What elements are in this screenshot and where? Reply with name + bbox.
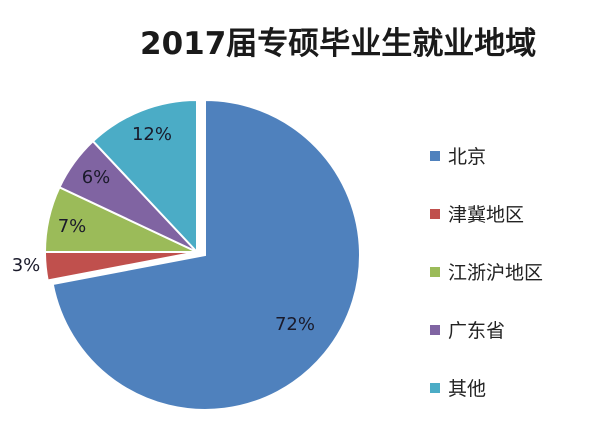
legend-swatch — [430, 266, 440, 277]
legend-swatch — [430, 382, 440, 393]
legend-item: 北京 — [430, 142, 486, 169]
legend-label: 广东省 — [448, 320, 506, 342]
legend-item: 广东省 — [430, 316, 505, 343]
legend-label: 江浙沪地区 — [448, 262, 544, 284]
legend-item: 津冀地区 — [430, 200, 524, 227]
legend-swatch — [430, 208, 440, 219]
legend-swatch — [430, 324, 440, 335]
legend-item: 江浙沪地区 — [430, 258, 543, 285]
data-label: 3% — [12, 255, 41, 276]
pie-slice-1 — [51, 98, 361, 411]
pie-slice-5 — [91, 98, 198, 255]
legend-item: 其他 — [430, 374, 486, 401]
data-label: 7% — [58, 216, 87, 237]
data-label: 12% — [132, 124, 172, 145]
data-label: 72% — [275, 314, 315, 335]
chart-title: 2017届专硕毕业生就业地域 — [140, 26, 537, 62]
legend-label: 其他 — [448, 378, 487, 400]
legend-label: 北京 — [448, 146, 487, 168]
legend-label: 津冀地区 — [448, 204, 525, 226]
data-label: 6% — [82, 167, 111, 188]
legend-swatch — [430, 150, 440, 161]
